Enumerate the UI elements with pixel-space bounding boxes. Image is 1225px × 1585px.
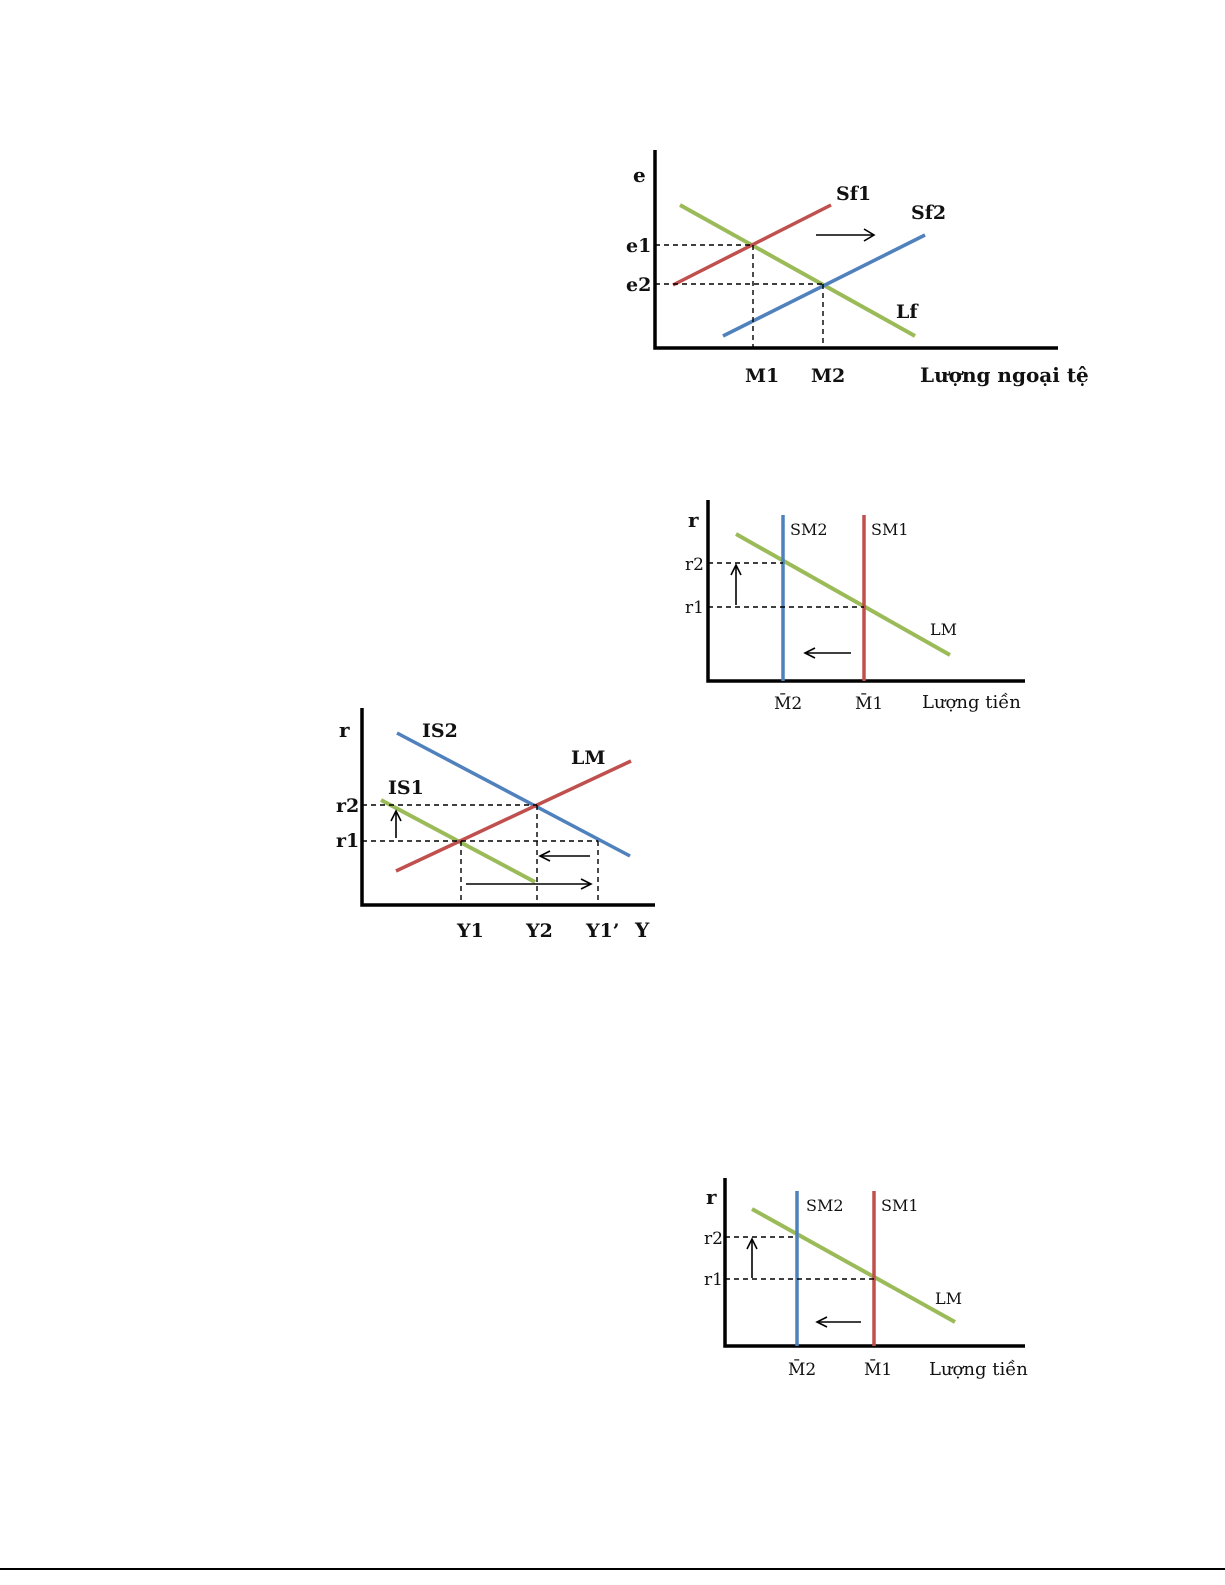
fx-supply-curve-1 bbox=[672, 203, 832, 287]
mm1-rate-up-arrow bbox=[730, 563, 742, 605]
fx-tick-e2: e2 bbox=[626, 274, 651, 296]
mm2-shift-left-arrow bbox=[815, 1316, 861, 1328]
mm1-label-sm1: SM1 bbox=[871, 520, 909, 539]
mm2-tick-m2: M̄2 bbox=[788, 1358, 816, 1380]
fx-x-axis-label: Lượng ngoại tệ bbox=[920, 363, 1089, 387]
fx-shift-right-arrow bbox=[816, 228, 876, 242]
fx-label-sf2: Sf2 bbox=[911, 202, 946, 224]
money-market-diagram-1: r Lượng tiền r2 r1 M̄2 M̄1 SM2 SM1 LM bbox=[685, 500, 1025, 714]
page-footer-rule bbox=[0, 1568, 1225, 1570]
mm1-label-sm2: SM2 bbox=[790, 520, 828, 539]
mm2-rate-up-arrow bbox=[746, 1237, 758, 1278]
fx-axes bbox=[653, 150, 1058, 350]
islm-tick-y1prime: Y1’ bbox=[585, 920, 619, 942]
islm-tick-y2: Y2 bbox=[525, 920, 553, 942]
mm1-shift-left-arrow bbox=[803, 647, 851, 659]
mm1-demand-curve bbox=[735, 532, 951, 657]
fx-supply-curve-2 bbox=[722, 233, 926, 338]
fx-y-axis-label: e bbox=[633, 163, 646, 187]
islm-rate-up-arrow bbox=[390, 809, 402, 838]
mm2-demand-curve bbox=[751, 1207, 956, 1324]
fx-label-sf1: Sf1 bbox=[836, 183, 871, 205]
mm1-tick-r2: r2 bbox=[685, 555, 704, 575]
mm2-label-sm1: SM1 bbox=[881, 1196, 919, 1215]
islm-shift-left-arrow bbox=[538, 850, 590, 862]
mm2-tick-r2: r2 bbox=[704, 1229, 723, 1249]
mm2-tick-m1: M̄1 bbox=[864, 1358, 892, 1380]
fx-market-diagram: e Lượng ngoại tệ e1 e2 M1 M2 Sf1 Sf2 Lf bbox=[626, 150, 1089, 387]
islm-y-axis-label: r bbox=[339, 718, 350, 742]
mm1-tick-m1: M̄1 bbox=[855, 692, 883, 714]
islm-axes bbox=[360, 708, 655, 907]
mm2-tick-r1: r1 bbox=[704, 1270, 723, 1290]
islm-x-axis-label: Y bbox=[634, 918, 650, 942]
fx-tick-m2: M2 bbox=[811, 365, 845, 387]
mm1-x-axis-label: Lượng tiền bbox=[922, 692, 1021, 713]
mm1-y-axis-label: r bbox=[688, 508, 699, 532]
fx-tick-e1: e1 bbox=[626, 235, 651, 257]
mm1-label-lm: LM bbox=[930, 620, 957, 639]
mm1-tick-r1: r1 bbox=[685, 598, 704, 618]
money-market-diagram-2: r Lượng tiền r2 r1 M̄2 M̄1 SM2 SM1 LM bbox=[704, 1178, 1028, 1380]
islm-diagram: r Y r2 r1 Y1 Y2 Y1’ IS2 IS1 LM bbox=[336, 708, 655, 942]
fx-tick-m1: M1 bbox=[745, 365, 779, 387]
mm2-x-axis-label: Lượng tiền bbox=[929, 1359, 1028, 1380]
islm-lm-curve bbox=[395, 759, 632, 873]
fx-demand-curve bbox=[679, 203, 916, 338]
mm1-axes bbox=[706, 500, 1025, 683]
islm-tick-y1: Y1 bbox=[456, 920, 484, 942]
mm2-y-axis-label: r bbox=[706, 1185, 717, 1209]
mm2-axes bbox=[723, 1178, 1025, 1348]
islm-tick-r2: r2 bbox=[336, 795, 359, 817]
islm-label-is1: IS1 bbox=[388, 777, 424, 799]
mm2-label-lm: LM bbox=[935, 1289, 962, 1308]
islm-label-is2: IS2 bbox=[422, 720, 458, 742]
fx-label-lf: Lf bbox=[896, 301, 919, 323]
islm-tick-r1: r1 bbox=[336, 830, 359, 852]
islm-shift-right-arrow bbox=[466, 878, 593, 890]
mm2-label-sm2: SM2 bbox=[806, 1196, 844, 1215]
mm1-tick-m2: M̄2 bbox=[774, 692, 802, 714]
islm-label-lm: LM bbox=[571, 747, 605, 769]
islm-is2-curve bbox=[396, 731, 631, 858]
